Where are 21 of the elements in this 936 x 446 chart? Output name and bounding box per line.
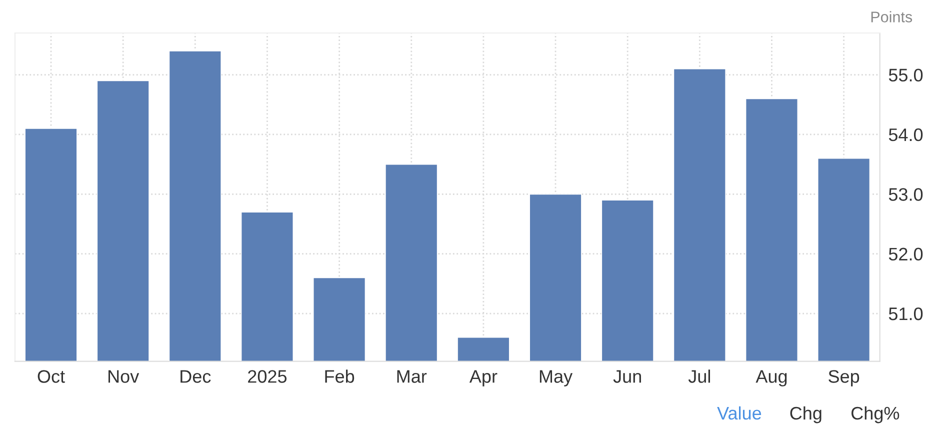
x-tick-label: Dec [180, 370, 211, 383]
x-tick-label: Jun [613, 370, 641, 383]
x-tick-label: Nov [108, 370, 140, 383]
y-tick-label: 54.0 [888, 128, 923, 142]
x-tick-label: Sep [828, 370, 860, 386]
text: Value [717, 406, 762, 420]
x-tick-label: Mar [397, 370, 427, 383]
text: Chg% [851, 406, 900, 424]
x-tick-label: Oct [38, 370, 65, 383]
y-axis-title: Points [871, 11, 912, 22]
x-tick-label: Aug [756, 370, 787, 386]
y-tick-label: 53.0 [888, 188, 923, 201]
y-tick-label: 52.0 [888, 248, 923, 261]
x-tick-label: May [540, 370, 573, 386]
y-tick-label: 55.0 [888, 68, 923, 82]
x-tick-label: Feb [325, 370, 354, 383]
x-tick-label: 2025 [248, 370, 287, 383]
x-tick-label: Jul [688, 370, 710, 383]
x-tick-label: Apr [469, 370, 498, 386]
text: Chg [790, 406, 822, 424]
y-tick-label: 51.0 [888, 307, 923, 320]
